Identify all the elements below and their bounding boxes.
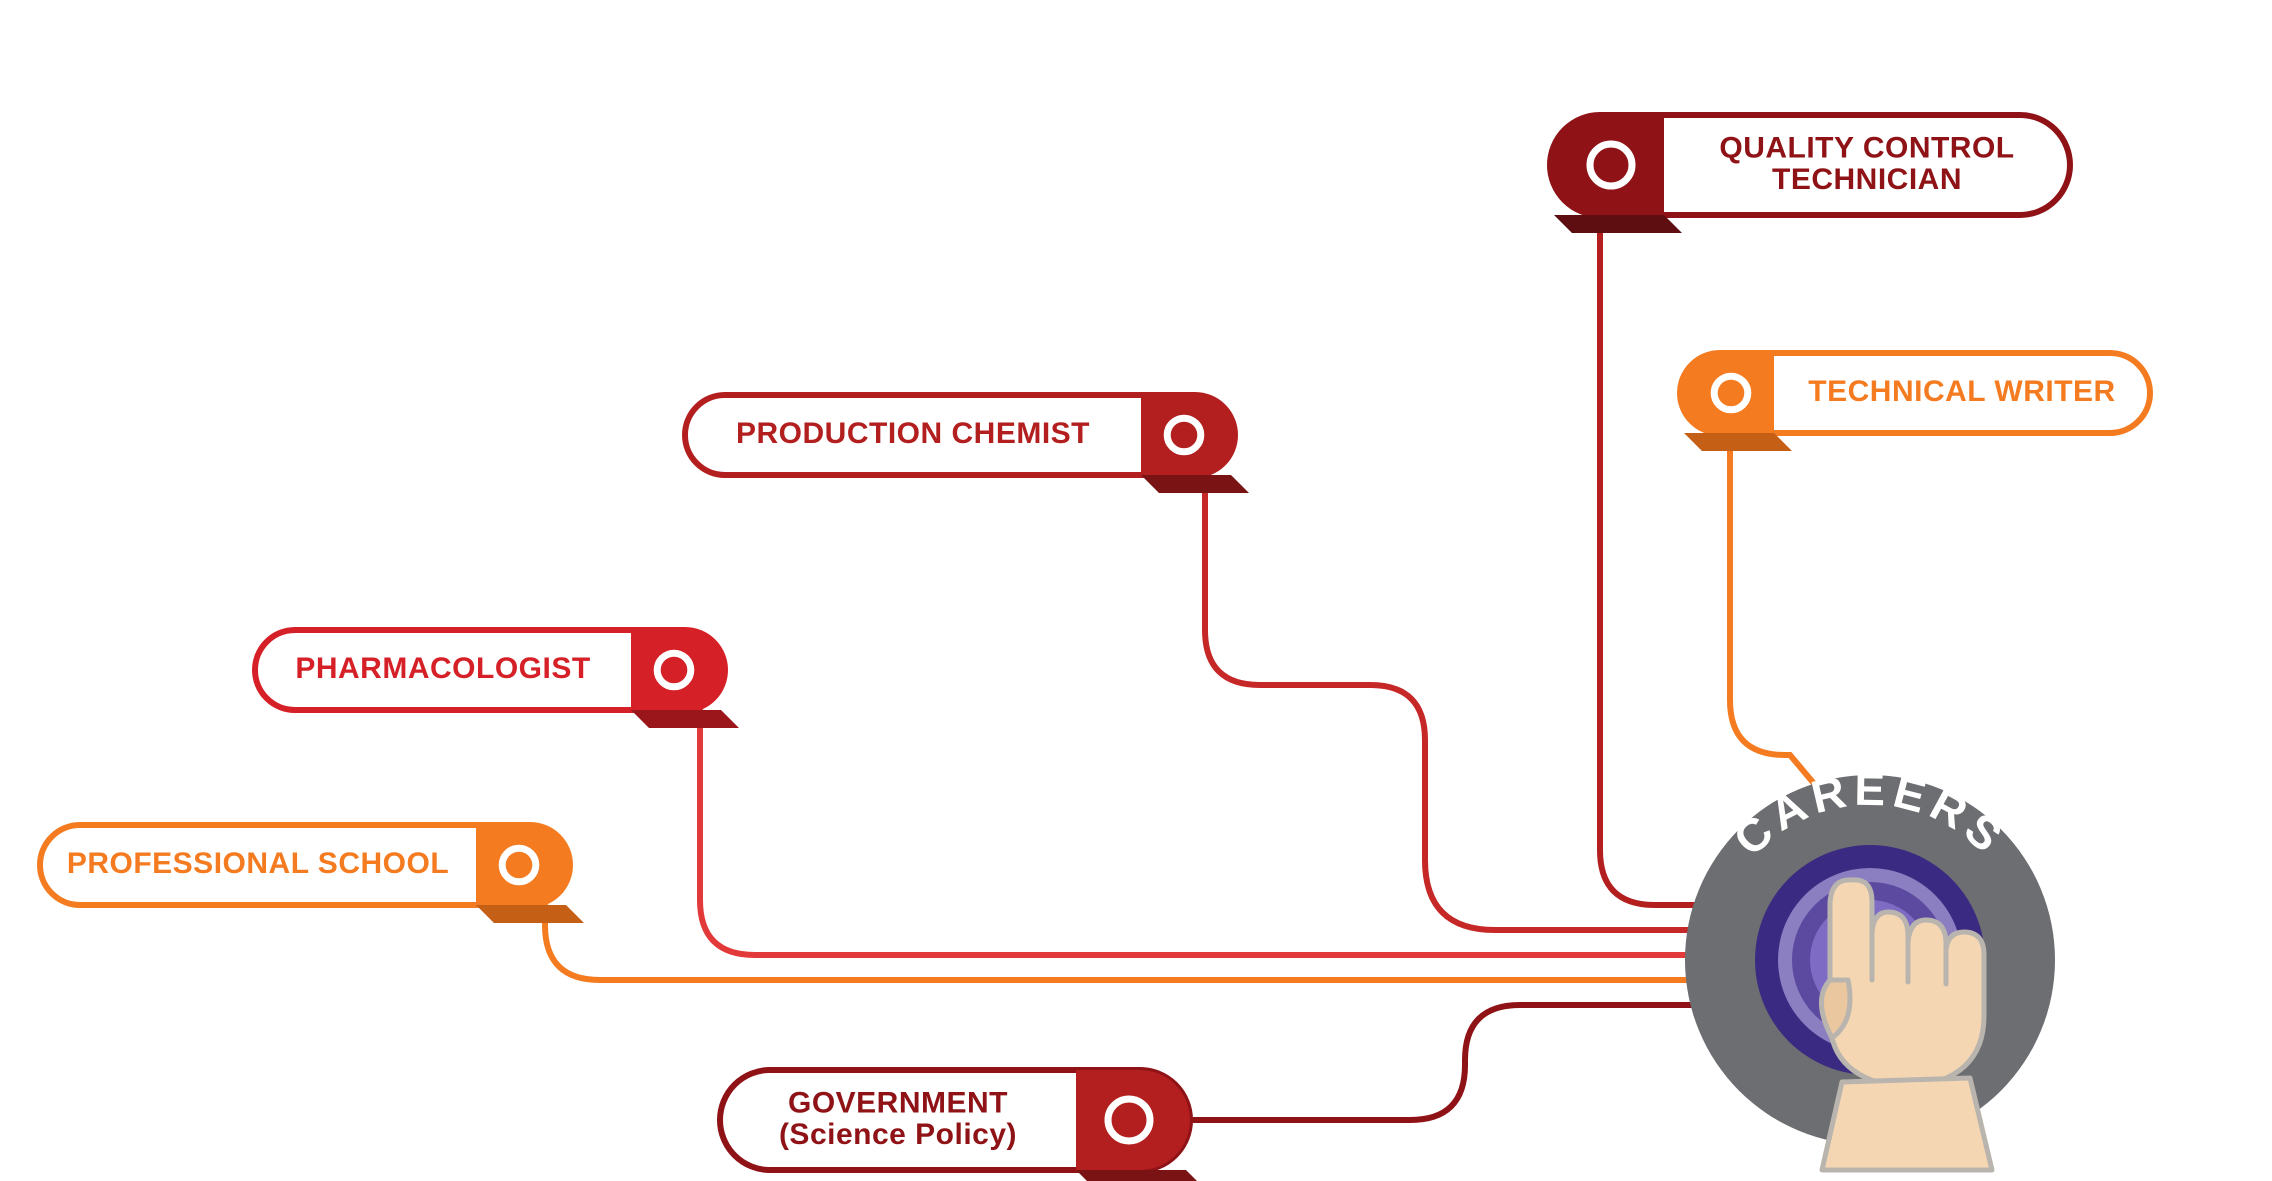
connector-quality-control [1600, 215, 1720, 905]
node-government: GOVERNMENT(Science Policy) [720, 1070, 1204, 1181]
tab [1550, 115, 1664, 215]
node-label: GOVERNMENT(Science Policy) [779, 1086, 1017, 1151]
connector-professional-school [545, 905, 1720, 980]
tab [476, 825, 570, 905]
tab [1680, 353, 1774, 433]
node-label: TECHNICAL WRITER [1808, 375, 2115, 408]
tab [631, 630, 725, 710]
node-production-chemist: PRODUCTION CHEMIST [685, 395, 1249, 493]
tab-shadow [631, 710, 739, 728]
node-professional-school: PROFESSIONAL SCHOOL [40, 825, 584, 923]
tab-shadow [476, 905, 584, 923]
node-pharmacologist: PHARMACOLOGIST [255, 630, 739, 728]
tab-shadow [1141, 475, 1249, 493]
tab [1141, 395, 1235, 475]
tab-shadow [1076, 1170, 1204, 1181]
node-label: PROFESSIONAL SCHOOL [67, 847, 449, 880]
tab [1076, 1070, 1190, 1170]
node-label: PRODUCTION CHEMIST [736, 417, 1090, 450]
node-technical-writer: TECHNICAL WRITER [1680, 353, 2150, 451]
tab-shadow [1684, 433, 1792, 451]
node-quality-control: QUALITY CONTROLTECHNICIAN [1550, 115, 2070, 233]
connector-pharmacologist [700, 710, 1720, 955]
tab-shadow [1554, 215, 1682, 233]
connector-government [1165, 1005, 1720, 1120]
connector-production-chemist [1205, 475, 1720, 930]
node-label: PHARMACOLOGIST [295, 652, 590, 685]
careers-hub[interactable]: CAREERS [1685, 763, 2055, 1170]
